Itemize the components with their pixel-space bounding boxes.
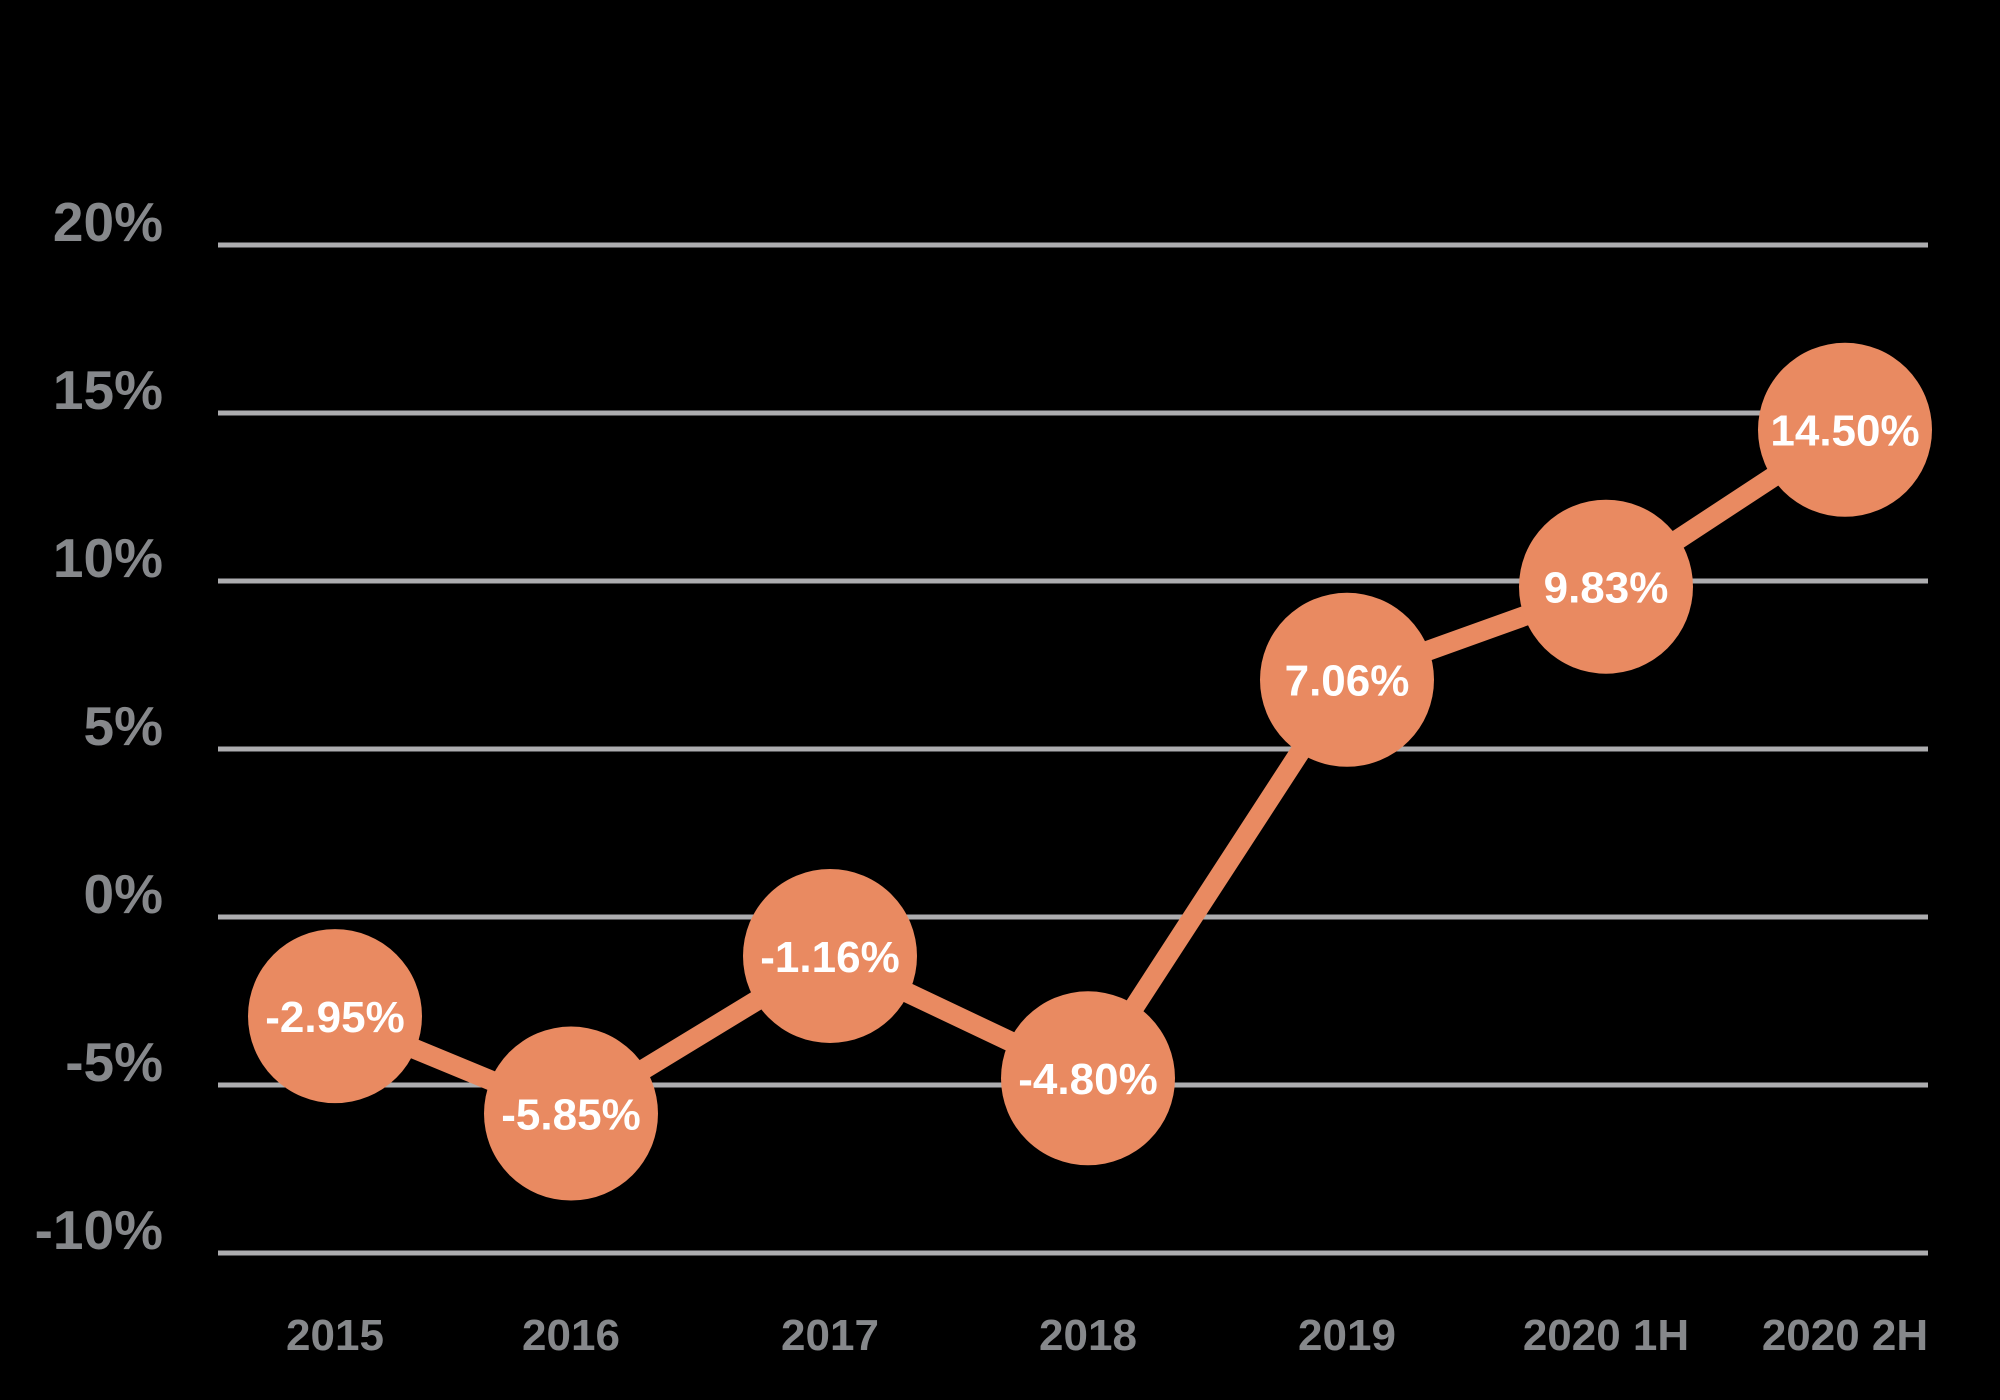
x-axis-label-2020-2h: 2020 2H [1762, 1311, 1928, 1360]
data-point-label: -2.95% [265, 993, 404, 1042]
y-axis-tick-label: 10% [53, 527, 163, 589]
x-axis-label-2018: 2018 [1039, 1311, 1137, 1360]
x-axis-label-2020-1h: 2020 1H [1523, 1311, 1689, 1360]
data-point-marker-2016 [484, 1026, 658, 1201]
data-point-label: -5.85% [501, 1090, 640, 1139]
data-point-label: 7.06% [1285, 657, 1410, 706]
y-axis-tick-label: 15% [53, 359, 163, 421]
data-points: -2.95% -5.85% -1.16% -4.80% 7.06% 9.83% 14.50% [248, 342, 1932, 1201]
data-point-marker-2017 [743, 868, 917, 1043]
x-axis-label-2015: 2015 [286, 1311, 384, 1360]
y-axis-labels: 20% 15% 10% 5% 0% -5% -10% [35, 191, 163, 1261]
data-point-marker-2020-2h [1758, 342, 1932, 517]
data-point-marker-2019 [1260, 592, 1434, 767]
data-point-marker-2018 [1001, 991, 1175, 1166]
x-axis-label-2019: 2019 [1298, 1311, 1396, 1360]
y-axis-tick-label: -10% [35, 1199, 163, 1261]
x-axis-label-2016: 2016 [522, 1311, 620, 1360]
data-point-marker-2020-1h [1519, 499, 1693, 674]
y-axis-tick-label: 0% [84, 863, 164, 925]
data-point-label: 14.50% [1770, 407, 1919, 456]
y-axis-tick-label: -5% [65, 1031, 163, 1093]
data-point-label: -4.80% [1018, 1055, 1157, 1104]
x-axis-label-2017: 2017 [781, 1311, 879, 1360]
y-axis-tick-label: 20% [53, 191, 163, 253]
data-point-label: -1.16% [760, 933, 899, 982]
x-axis-labels: 2015 2016 2017 2018 2019 2020 1H 2020 2H [286, 1311, 1928, 1360]
y-axis-tick-label: 5% [84, 695, 164, 757]
data-point-label: 9.83% [1544, 564, 1669, 613]
data-point-marker-2015 [248, 929, 422, 1104]
